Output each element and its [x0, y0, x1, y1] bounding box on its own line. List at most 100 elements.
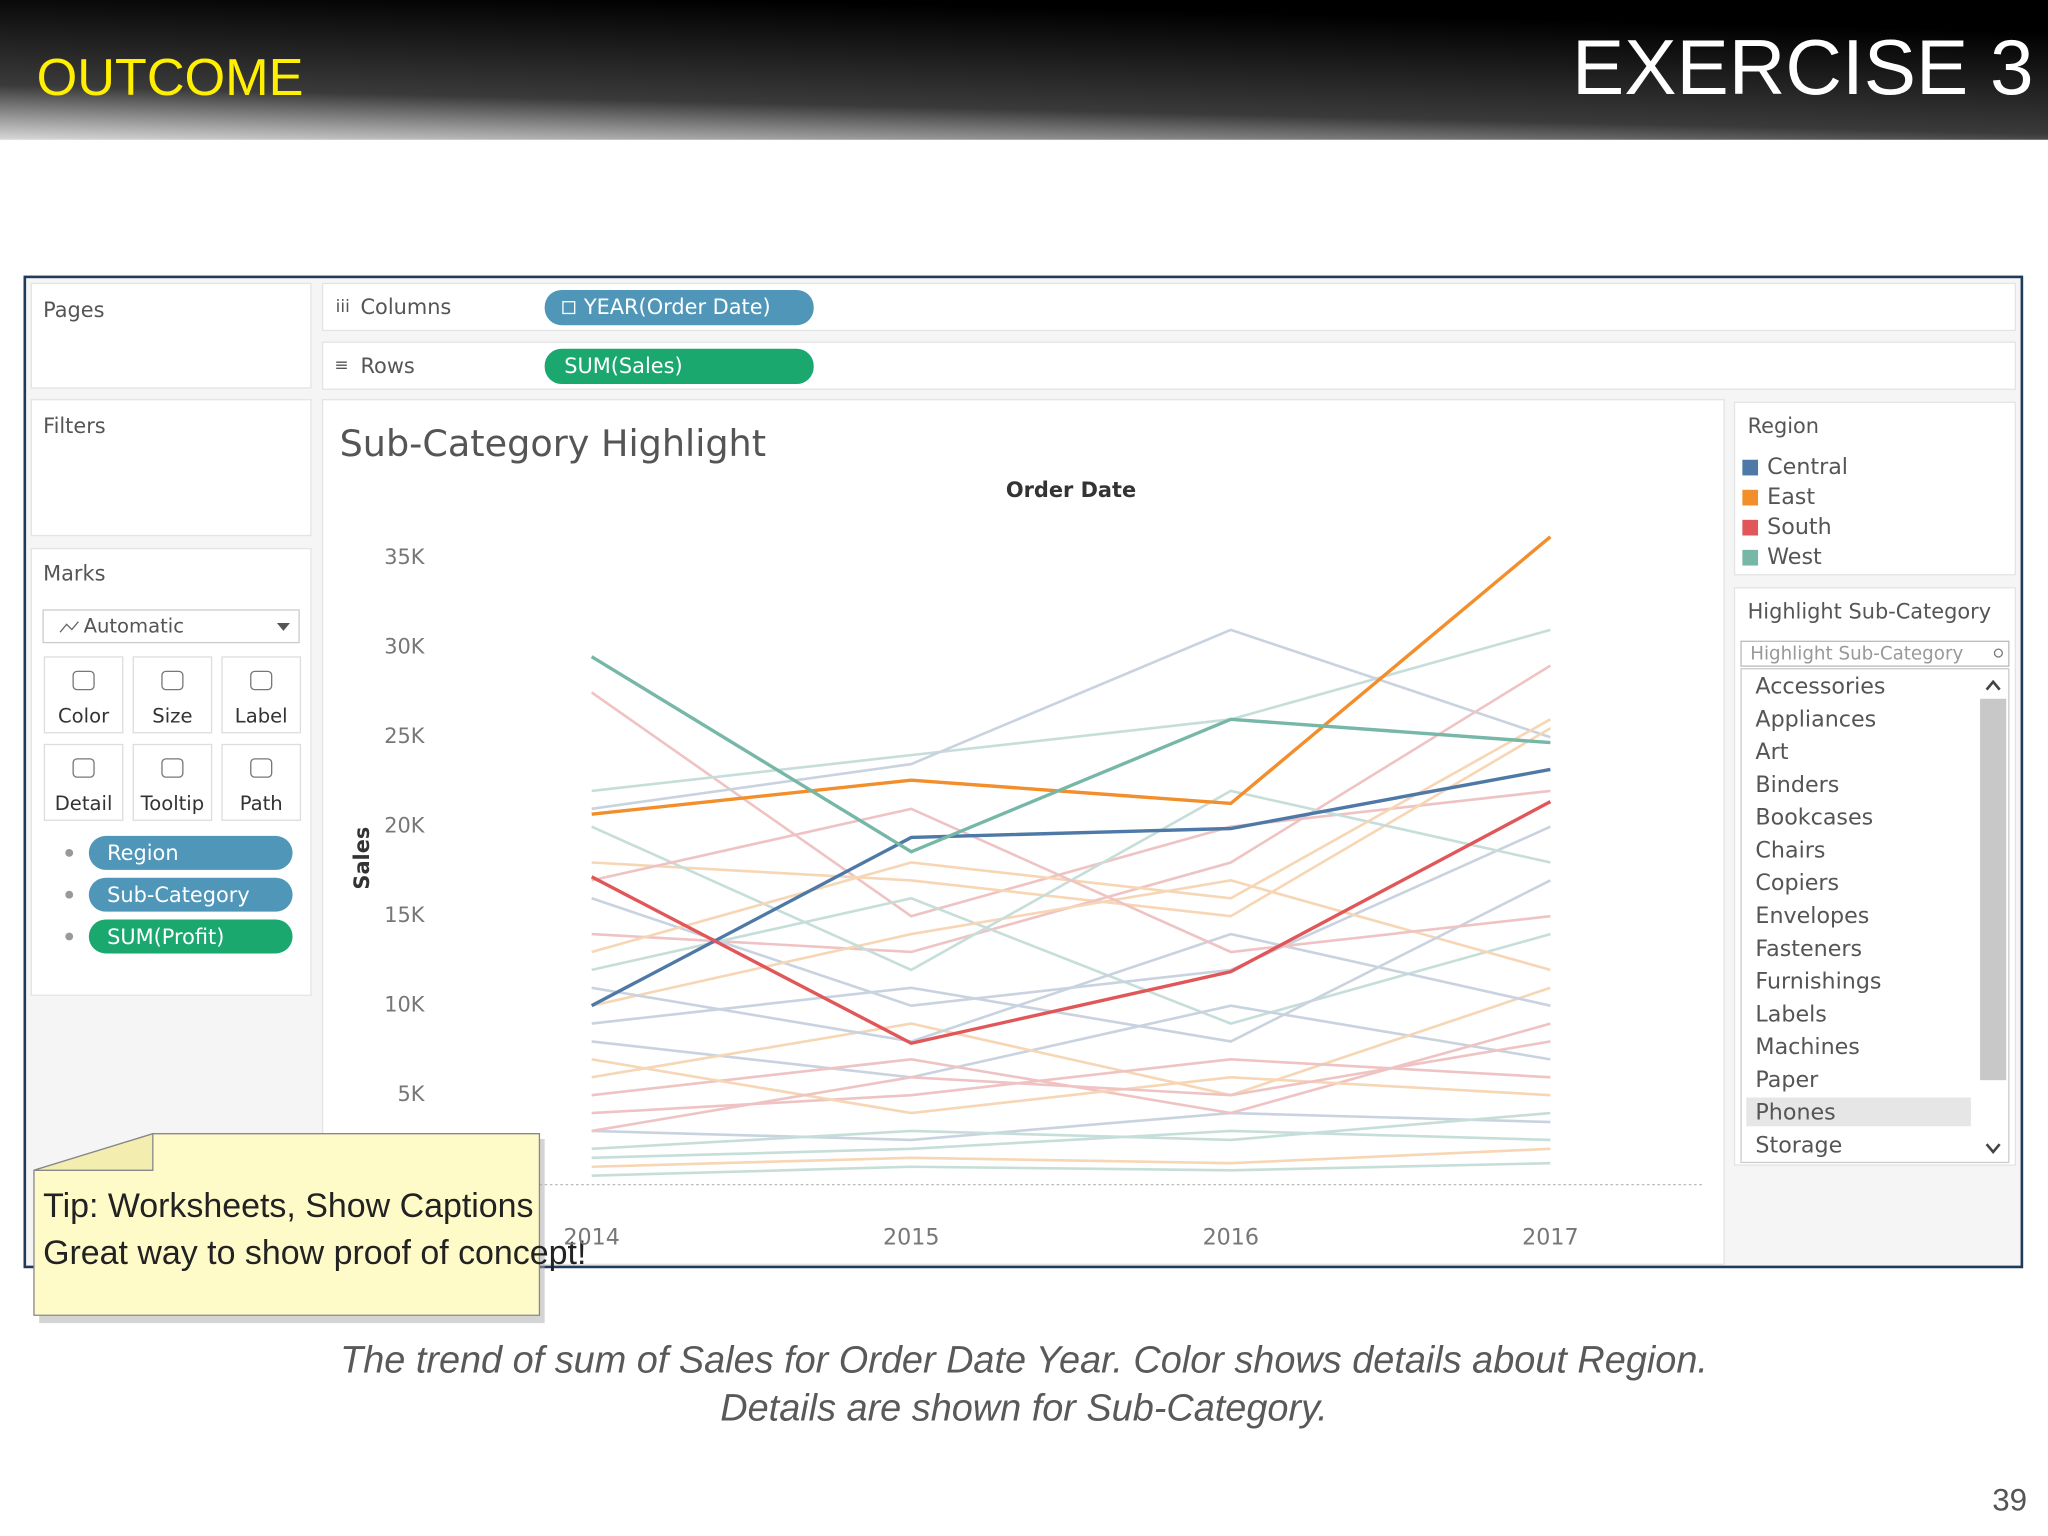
header-band	[0, 0, 2048, 140]
mark-button-icon	[72, 758, 95, 778]
background-line	[591, 1129, 1551, 1160]
list-item[interactable]: Machines	[1755, 1034, 1859, 1060]
mark-button-icon	[72, 670, 95, 691]
rows-pill-text: SUM(Sales)	[564, 354, 682, 378]
x-tick-label: 2017	[1522, 1225, 1578, 1251]
x-tick-label: 2016	[1203, 1225, 1259, 1251]
plot	[590, 535, 1552, 1178]
tip-line: Great way to show proof of concept!	[43, 1234, 586, 1272]
list-item[interactable]: Chairs	[1755, 837, 1825, 863]
section-title: OUTCOME	[37, 49, 304, 107]
background-line	[591, 879, 1551, 1007]
y-tick-label: 30K	[384, 635, 426, 659]
columns-pill-text: YEAR(Order Date)	[583, 295, 771, 319]
columns-label: Columns	[360, 295, 451, 319]
legend-title: Region	[1748, 414, 1819, 438]
search-placeholder: Highlight Sub-Category	[1750, 643, 1963, 664]
mark-pill[interactable]	[88, 919, 293, 954]
scrollbar-thumb[interactable]	[1980, 698, 2007, 1081]
tip-fold	[33, 1132, 154, 1171]
list-item[interactable]: Fasteners	[1755, 936, 1862, 962]
mark-button[interactable]	[221, 743, 302, 821]
x-tick-label: 2014	[563, 1225, 619, 1251]
mark-button[interactable]	[221, 656, 302, 734]
background-line	[591, 879, 1551, 1043]
rows-label: Rows	[360, 354, 414, 378]
mark-button-icon	[250, 758, 273, 778]
list-item[interactable]: Binders	[1755, 772, 1839, 798]
y-tick-label: 25K	[384, 724, 426, 748]
mark-button-icon	[161, 758, 184, 778]
filters-panel	[30, 399, 312, 537]
y-tick-label: 15K	[384, 903, 426, 927]
legend-swatch	[1742, 489, 1759, 506]
tip-line: Tip: Worksheets, Show Captions	[43, 1187, 533, 1225]
legend-label: East	[1767, 484, 1815, 510]
list-item[interactable]: Bookcases	[1755, 805, 1873, 831]
series-line	[591, 535, 1552, 816]
pill-icon	[65, 890, 74, 899]
background-line	[591, 628, 1551, 811]
highlight-title: Highlight Sub-Category	[1748, 600, 1992, 624]
background-line	[591, 628, 1551, 793]
legend-label: South	[1767, 514, 1831, 540]
mark-pill-text: Region	[107, 841, 178, 865]
list-item[interactable]: Labels	[1755, 1001, 1826, 1027]
list-item[interactable]: Accessories	[1755, 674, 1885, 700]
series-line	[590, 767, 1551, 1008]
background-line	[591, 1058, 1551, 1115]
list-item[interactable]: Furnishings	[1755, 969, 1881, 995]
highlight-list: Accessories Appliances Art Binders Bookcases…	[1746, 674, 1971, 1158]
list-item[interactable]: Art	[1755, 739, 1788, 765]
x-axis-title: Order Date	[1006, 478, 1136, 502]
background-line	[591, 807, 1551, 954]
page-number: 39	[1992, 1482, 2027, 1517]
marks-label: Marks	[43, 562, 105, 586]
background-line	[591, 1111, 1551, 1142]
selected-row	[1746, 1097, 1971, 1127]
mark-pill[interactable]	[88, 835, 293, 870]
scroll-down[interactable]	[1985, 1143, 2001, 1155]
columns-pill[interactable]	[544, 289, 814, 326]
y-tick-label: 10K	[384, 993, 426, 1017]
mark-pill[interactable]	[88, 877, 293, 912]
legend-swatch	[1742, 519, 1759, 536]
pages-panel	[30, 282, 312, 389]
mark-button-label: Detail	[55, 792, 113, 815]
background-line	[591, 986, 1551, 1097]
mark-button[interactable]	[43, 656, 124, 734]
background-line	[591, 1161, 1551, 1178]
line-icon	[59, 621, 79, 633]
list-item[interactable]: Storage	[1755, 1132, 1842, 1158]
list-item[interactable]: Phones	[1755, 1100, 1835, 1126]
mark-button-icon	[250, 670, 273, 691]
mark-button[interactable]	[43, 743, 124, 821]
slide-title: EXERCISE 3	[1572, 23, 2034, 111]
chart-title: Sub-Category Highlight	[340, 422, 767, 465]
scroll-up[interactable]	[1985, 679, 2001, 691]
mark-type-dropdown[interactable]	[42, 609, 300, 644]
list-box	[1740, 668, 2010, 1164]
list-item[interactable]: Paper	[1755, 1067, 1819, 1093]
mark-button-label: Size	[152, 705, 192, 728]
legend-label: Central	[1767, 454, 1848, 480]
list-item[interactable]: Copiers	[1755, 870, 1839, 896]
expand-icon	[562, 301, 576, 315]
mark-button-label: Label	[235, 705, 288, 728]
background-line	[591, 932, 1551, 1043]
list-item[interactable]: Envelopes	[1755, 903, 1869, 929]
legend-swatch	[1742, 549, 1759, 566]
legend-swatch	[1742, 459, 1759, 476]
search-box[interactable]	[1740, 640, 2010, 667]
pill-icon	[65, 848, 74, 857]
rows-icon: ≡	[334, 356, 348, 376]
mark-button[interactable]	[132, 743, 213, 821]
mark-button-icon	[161, 670, 184, 691]
mark-button[interactable]	[132, 656, 213, 734]
rows-pill[interactable]	[544, 348, 814, 384]
list-item[interactable]: Appliances	[1755, 706, 1876, 732]
tip-note: Tip: Worksheets, Show Captions Great way…	[33, 1132, 586, 1324]
mark-pill-text: Sub-Category	[107, 883, 250, 907]
